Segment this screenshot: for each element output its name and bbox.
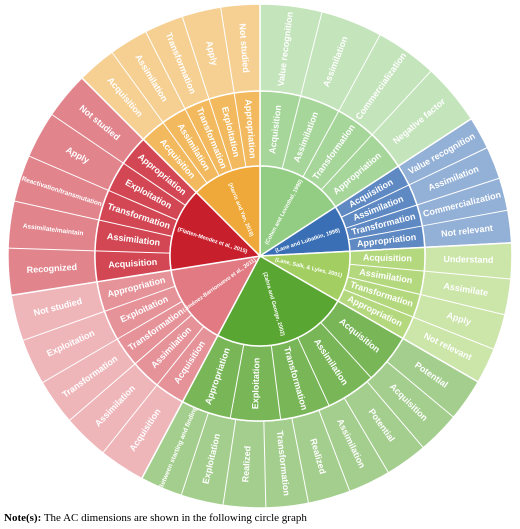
separator [156, 326, 205, 386]
dimension-label: Acquisition [363, 252, 412, 263]
separator [134, 314, 193, 365]
separator [291, 417, 310, 504]
separator [413, 316, 495, 350]
separator [320, 134, 373, 191]
separator [270, 345, 282, 420]
separator [13, 200, 100, 221]
outer-label: Understand [443, 254, 493, 265]
inner-sector [195, 165, 261, 258]
separator [422, 209, 508, 227]
dimension-label: Exploitation [250, 358, 261, 410]
inner-sector [170, 255, 262, 337]
separator [386, 361, 454, 418]
separator [98, 219, 173, 237]
separator [181, 16, 210, 100]
separator [281, 95, 302, 169]
outer-label: Not studied [237, 23, 251, 73]
separator [263, 420, 267, 508]
separator [222, 419, 237, 506]
outer-label: Realized [240, 446, 252, 483]
separator [41, 338, 118, 384]
separator [184, 108, 220, 177]
dimension-label: Acquisition [108, 257, 158, 270]
separator [297, 337, 330, 406]
inner-sector [216, 254, 339, 347]
separator [102, 384, 158, 454]
separator [348, 225, 423, 241]
separator [338, 34, 381, 112]
separator [408, 147, 488, 186]
separator [345, 204, 418, 229]
separator [208, 98, 233, 171]
note-text: The AC dimensions are shown in the follo… [43, 512, 307, 524]
separator [320, 322, 372, 379]
separator [51, 113, 124, 164]
separator [343, 288, 414, 318]
separator [341, 184, 410, 218]
separator [302, 110, 340, 178]
separator [424, 270, 511, 280]
separator [220, 7, 235, 94]
separator [233, 92, 247, 168]
separator [366, 381, 424, 449]
separator [420, 294, 506, 316]
separator [28, 155, 109, 191]
separator [229, 344, 245, 419]
separator [349, 263, 425, 272]
separator [371, 70, 432, 136]
note-label: Note(s): [4, 512, 42, 524]
dimension-label: Appropriation [243, 99, 258, 159]
separator [117, 300, 183, 340]
separator [123, 162, 186, 206]
note: Note(s): The AC dimensions are shown in … [4, 512, 307, 524]
separator [318, 409, 351, 492]
separator [111, 51, 164, 123]
separator [145, 31, 186, 110]
outer-label: Recognized [26, 262, 77, 275]
inner-sector [259, 165, 337, 258]
separator [300, 11, 323, 97]
separator [68, 363, 136, 422]
separator [22, 310, 105, 342]
separator [343, 397, 389, 474]
separator [108, 190, 178, 221]
separator [104, 285, 176, 312]
separator [162, 122, 208, 184]
separator [95, 250, 171, 254]
separator [416, 177, 500, 206]
separator [347, 276, 421, 296]
inner-sector [169, 191, 262, 271]
circle-graph: Acquisition AssimilationTransformationApp… [7, 3, 513, 509]
separator [180, 412, 209, 496]
separator [8, 247, 96, 252]
